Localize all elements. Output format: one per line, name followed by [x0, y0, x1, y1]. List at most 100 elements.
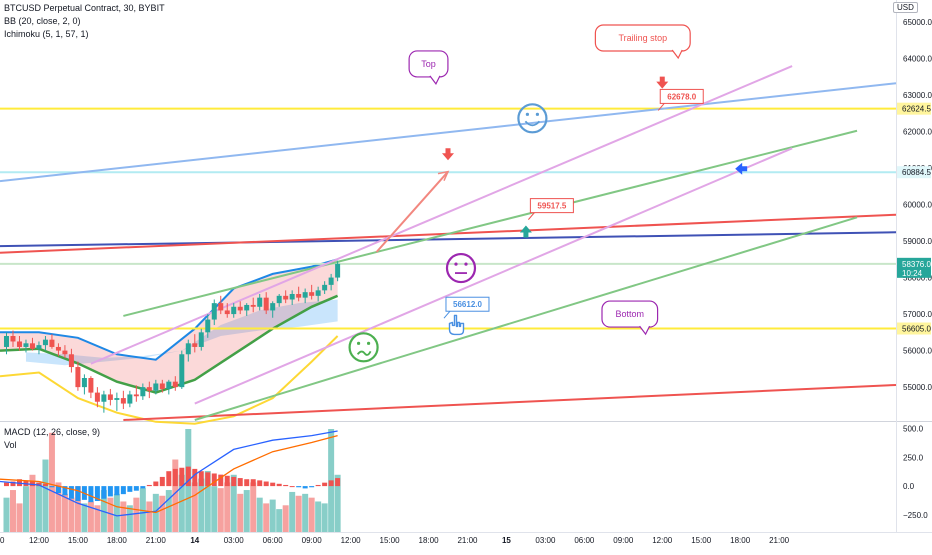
volume-bar — [243, 490, 250, 532]
macd-legend[interactable]: MACD (12, 26, close, 9) — [4, 427, 101, 437]
bollinger-upper — [0, 258, 338, 361]
currency-badge[interactable]: USD — [893, 2, 918, 13]
price-note-box — [659, 88, 704, 104]
price-tick-label: 63000.0 — [903, 91, 932, 100]
emoji-eye — [356, 341, 361, 345]
candle-body — [133, 394, 139, 397]
macd-line — [0, 430, 338, 517]
macd-histogram-bar — [302, 486, 308, 489]
trend-line — [375, 170, 449, 253]
emoji-confused-icon — [348, 332, 379, 363]
macd-histogram-bar — [146, 484, 152, 487]
macd-histogram-bar — [3, 482, 9, 487]
price-note-text: 62678.0 — [667, 92, 696, 101]
volume-bar — [295, 495, 302, 532]
candle-body — [114, 398, 120, 400]
time-tick-label: 15:00 — [691, 536, 712, 545]
volume-bar — [165, 490, 172, 532]
bb-legend[interactable]: BB (20, close, 2, 0) — [4, 16, 81, 26]
price-axis-label: 62624.5 — [902, 105, 931, 114]
volume-bar — [178, 474, 185, 532]
volume-bar — [126, 505, 133, 532]
candle-body — [335, 263, 341, 278]
macd-histogram-bar — [127, 486, 133, 492]
macd-histogram-bar — [107, 486, 113, 497]
candle-body — [172, 381, 178, 388]
candle-body — [276, 295, 282, 304]
price-axis-label-bg — [897, 322, 931, 335]
candle-body — [302, 292, 308, 298]
time-tick-label: 12:00 — [29, 536, 50, 545]
macd-histogram-bar — [205, 472, 211, 487]
time-tick-label: 12:00 — [341, 536, 362, 545]
time-tick-label: 03:00 — [224, 536, 245, 545]
price-axis-label-bg — [897, 102, 931, 115]
volume-bar — [3, 497, 10, 532]
arrow-down-icon — [442, 148, 454, 161]
macd-histogram-bar — [315, 484, 321, 487]
volume-bar — [22, 486, 29, 532]
candle-body — [16, 341, 22, 347]
volume-bar — [334, 474, 341, 532]
candle-body — [315, 290, 321, 296]
macd-tick-label: 250.0 — [903, 453, 924, 462]
macd-histogram-bar — [88, 486, 94, 503]
volume-bar — [29, 474, 36, 532]
candle-body — [127, 394, 133, 404]
price-tick-label: 55000.0 — [903, 383, 932, 392]
candle-body — [120, 398, 126, 404]
price-note-pointer — [443, 310, 451, 319]
volume-bar — [113, 493, 120, 532]
volume-bar — [61, 493, 68, 532]
volume-bar — [217, 488, 224, 532]
macd-histogram-bar — [296, 486, 302, 488]
ichimoku-legend[interactable]: Ichimoku (5, 1, 57, 1) — [4, 29, 89, 39]
candle-body — [224, 310, 230, 315]
candle-body — [328, 277, 334, 285]
volume-bar — [302, 493, 309, 532]
candle-body — [81, 378, 87, 388]
macd-histogram-bar — [276, 483, 282, 487]
candle-body — [55, 346, 61, 351]
macd-histogram-bar — [120, 486, 126, 495]
trend-line — [123, 129, 858, 317]
candle-body — [185, 343, 191, 355]
callout-text: Top — [421, 59, 436, 69]
macd-histogram-bar — [224, 475, 230, 487]
macd-histogram-bar — [218, 474, 224, 487]
candle-body — [231, 306, 237, 315]
emoji-mouth — [524, 120, 541, 127]
candle-body — [309, 292, 315, 296]
volume-bar — [172, 459, 179, 532]
volume-bar — [68, 497, 75, 532]
candle-body — [244, 304, 250, 311]
vol-legend[interactable]: Vol — [4, 440, 17, 450]
macd-histogram-bar — [185, 466, 191, 487]
macd-histogram-bar — [237, 478, 243, 487]
candle-body — [23, 343, 29, 347]
volume-bar — [107, 497, 114, 532]
macd-histogram-bar — [159, 476, 165, 487]
candle-body — [237, 306, 243, 311]
candle-body — [153, 383, 159, 391]
callout-tail — [639, 325, 651, 336]
forecast-arrowhead — [437, 170, 450, 181]
volume-bar — [198, 478, 205, 532]
emoji-eye — [464, 262, 468, 266]
macd-histogram-bar — [198, 471, 204, 487]
time-tick-label: 03:00 — [535, 536, 556, 545]
macd-histogram-bar — [133, 486, 139, 491]
arrow-down-icon — [656, 76, 669, 89]
symbol-legend[interactable]: BTCUSD Perpetual Contract, 30, BYBIT — [4, 3, 165, 13]
callout-box — [594, 24, 691, 52]
time-tick-label: 21:00 — [457, 536, 478, 545]
time-tick-label: 09:00 — [613, 536, 634, 545]
trend-line — [123, 383, 897, 421]
candle-body — [257, 297, 263, 307]
bollinger-lower — [0, 335, 339, 425]
time-tick-label: 09:00 — [302, 536, 323, 545]
candle-body — [270, 303, 276, 311]
countdown-label: 10:24 — [902, 269, 923, 278]
